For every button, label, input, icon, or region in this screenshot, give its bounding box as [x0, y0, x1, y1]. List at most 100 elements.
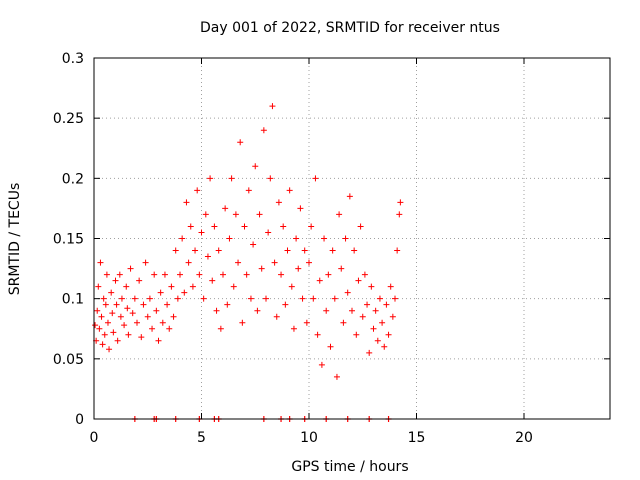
data-point	[168, 283, 175, 290]
data-point	[179, 235, 186, 242]
data-point	[366, 349, 373, 356]
data-point	[159, 319, 166, 326]
x-tick-labels: 0 5 10 15 20	[90, 430, 533, 446]
data-point	[361, 271, 368, 278]
data-point	[97, 259, 104, 266]
data-point	[232, 211, 239, 218]
y-tick-label: 0.2	[62, 171, 84, 187]
data-point	[368, 283, 375, 290]
data-point	[209, 277, 216, 284]
data-point	[379, 319, 386, 326]
data-point	[295, 265, 302, 272]
data-point	[284, 247, 291, 254]
data-point	[113, 301, 120, 308]
data-point	[303, 319, 310, 326]
data-point	[336, 211, 343, 218]
data-point	[226, 235, 233, 242]
data-point	[101, 331, 108, 338]
data-point	[124, 305, 131, 312]
data-point	[355, 277, 362, 284]
data-point	[177, 271, 183, 278]
data-point	[239, 319, 246, 326]
data-point	[106, 346, 113, 353]
data-point	[278, 271, 285, 278]
chart-title: Day 001 of 2022, SRMTID for receiver ntu…	[200, 20, 500, 36]
data-point	[256, 211, 263, 218]
x-axis-title: GPS time / hours	[291, 459, 408, 475]
data-point	[121, 322, 128, 329]
data-point	[342, 235, 349, 242]
data-point	[310, 295, 317, 302]
data-point	[316, 277, 323, 284]
data-point	[293, 235, 300, 242]
data-point	[157, 289, 164, 296]
data-point	[149, 325, 156, 332]
data-point	[194, 187, 201, 194]
y-tick-label: 0.05	[53, 352, 84, 368]
data-point	[138, 334, 145, 341]
data-point	[110, 329, 117, 336]
data-point	[181, 289, 188, 296]
data-point	[94, 307, 101, 314]
data-point	[189, 283, 196, 290]
data-point	[271, 259, 278, 266]
data-point	[243, 271, 250, 278]
data-point	[297, 205, 304, 212]
data-point	[275, 199, 282, 206]
data-point	[213, 307, 220, 314]
data-point	[151, 271, 158, 278]
data-point	[123, 283, 130, 290]
data-point	[230, 283, 237, 290]
data-point	[397, 199, 404, 206]
data-point	[117, 313, 124, 320]
data-point	[103, 271, 110, 278]
data-point	[125, 331, 132, 338]
data-point	[245, 187, 252, 194]
data-point	[381, 343, 388, 350]
data-point	[142, 259, 149, 266]
data-point	[252, 163, 259, 170]
data-point	[129, 310, 136, 317]
data-point	[164, 301, 171, 308]
y-tick-label: 0.15	[53, 232, 84, 248]
x-tick-label: 5	[197, 430, 206, 446]
data-point	[172, 247, 179, 254]
data-point	[104, 319, 111, 326]
data-point	[114, 337, 121, 344]
data-point	[224, 301, 231, 308]
data-point	[155, 337, 162, 344]
data-point	[396, 211, 403, 218]
data-point	[346, 193, 353, 200]
data-point	[228, 175, 235, 182]
y-axis-title: SRMTID / TECUs	[7, 183, 23, 296]
data-point	[207, 175, 214, 182]
data-point	[312, 175, 319, 182]
data-point	[254, 307, 261, 314]
data-points	[92, 103, 404, 422]
data-point	[118, 295, 125, 302]
data-point	[136, 277, 143, 284]
data-point	[116, 271, 123, 278]
data-point	[211, 223, 218, 230]
data-point	[340, 319, 347, 326]
data-point	[387, 283, 394, 290]
data-point	[144, 313, 151, 320]
y-tick-label: 0	[75, 412, 84, 428]
data-point	[217, 325, 224, 332]
data-point	[359, 313, 366, 320]
data-point	[260, 127, 267, 134]
data-point	[306, 259, 312, 266]
data-point	[394, 247, 401, 254]
data-point	[185, 259, 192, 266]
data-point	[263, 295, 269, 302]
data-point	[392, 295, 398, 302]
data-point	[95, 283, 102, 290]
data-point	[250, 241, 257, 248]
data-point	[241, 223, 248, 230]
data-point	[131, 295, 138, 302]
data-point	[288, 283, 295, 290]
data-point	[353, 331, 360, 338]
data-point	[170, 313, 177, 320]
data-point	[92, 322, 99, 329]
